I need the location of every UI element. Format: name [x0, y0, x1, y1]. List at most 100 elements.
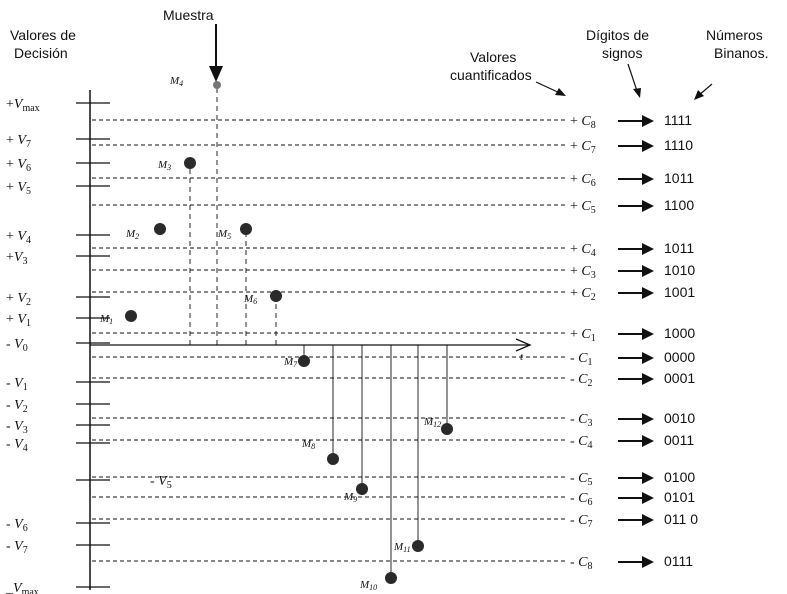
sample-label: M8 — [301, 438, 315, 451]
sign-arrow-head — [642, 556, 654, 568]
quantized-header-line2: cuantificados — [450, 67, 532, 83]
binary-code: 011 0 — [664, 511, 698, 527]
sample-label: M1 — [99, 313, 113, 326]
decision-label-v4-pos: + V4 — [6, 229, 31, 246]
quantized-label: + C5 — [570, 199, 596, 216]
sample-point — [213, 81, 221, 89]
binary-code: 0001 — [664, 370, 695, 386]
sign-arrow-head — [642, 265, 654, 277]
decision-label-v4-neg: - V4 — [6, 437, 28, 454]
sample-label: M7 — [283, 356, 298, 369]
binary-code: 1011 — [664, 240, 694, 256]
quantized-header-arrow-head — [555, 88, 566, 96]
decision-label-v6-pos: + V6 — [6, 157, 31, 174]
decision-label-v3-neg: - V3 — [6, 419, 28, 436]
quantized-label: - C7 — [570, 513, 593, 530]
sample-label: M9 — [343, 491, 357, 504]
sign-arrow-head — [642, 514, 654, 526]
quantized-label: - C3 — [570, 412, 593, 429]
decision-levels: +Vmax + V7 + V6 + V5 + V4 +V3 + V2 + V1 - V0 - V1… — [5, 97, 172, 594]
decision-label-v3-pos: +V3 — [6, 250, 27, 267]
decision-label-v1-neg: - V1 — [6, 376, 28, 393]
quantized-label: - C6 — [570, 491, 593, 508]
sample-point — [154, 223, 166, 235]
binary-code: 0100 — [664, 469, 695, 485]
decision-label-vmax-neg: _Vmax — [5, 581, 39, 594]
binary-header-line2: Binanos. — [714, 45, 768, 61]
decision-label-v7-neg: - V7 — [6, 539, 28, 556]
sample-label: M4 — [169, 75, 183, 88]
sample-point — [270, 290, 282, 302]
sign-arrow-head — [642, 328, 654, 340]
sample-header: Muestra — [163, 7, 214, 23]
sign-header-line2: signos — [602, 45, 642, 61]
quantized-label: + C6 — [570, 172, 596, 189]
sample-arrow-head — [209, 66, 223, 82]
sample-label: M10 — [359, 579, 377, 592]
binary-code: 1011 — [664, 170, 694, 186]
binary-code: 1001 — [664, 284, 695, 300]
binary-code: 1111 — [664, 112, 692, 128]
sample-label: M6 — [243, 293, 257, 306]
sign-arrow-head — [642, 413, 654, 425]
sign-arrow-head — [642, 140, 654, 152]
sample-point — [240, 223, 252, 235]
quantized-label: + C3 — [570, 264, 596, 281]
sample-point — [298, 355, 310, 367]
sample-label: M3 — [157, 159, 171, 172]
sign-arrow-head — [642, 435, 654, 447]
sign-header-line1: Dígitos de — [586, 27, 649, 43]
sample-point — [441, 423, 453, 435]
binary-code: 0111 — [664, 553, 693, 569]
sample-label: M5 — [217, 228, 231, 241]
sign-arrow-head — [642, 373, 654, 385]
binary-header-arrow-head — [694, 90, 704, 100]
binary-code: 0010 — [664, 410, 695, 426]
sign-header-arrow-head — [633, 88, 641, 98]
sign-arrow-head — [642, 287, 654, 299]
decision-label-v2-pos: + V2 — [6, 291, 31, 308]
sign-arrow-head — [642, 492, 654, 504]
sample-point — [385, 572, 397, 584]
binary-code: 0000 — [664, 349, 695, 365]
quantized-label: - C5 — [570, 471, 593, 488]
samples: M1 M2 M3 M4 M5 M6 M7 M8 M9 M10 M11 M12 — [99, 75, 453, 592]
sample-point — [184, 157, 196, 169]
quantized-label: - C8 — [570, 555, 593, 572]
decision-label-v0-neg: - V0 — [6, 337, 28, 354]
sample-point — [125, 310, 137, 322]
binary-code: 1110 — [664, 137, 693, 153]
sample-label: M2 — [125, 228, 139, 241]
sign-arrow-head — [642, 200, 654, 212]
quantized-label: + C7 — [570, 139, 596, 156]
decision-label-v5-neg: - V5 — [150, 474, 172, 491]
sample-point — [412, 540, 424, 552]
binary-code: 0101 — [664, 489, 695, 505]
decision-label-v6-neg: - V6 — [6, 517, 28, 534]
quantized-label: - C2 — [570, 372, 593, 389]
decision-label-vmax-pos: +Vmax — [6, 97, 40, 114]
quantized-header-line1: Valores — [470, 49, 516, 65]
decision-label-v7-pos: + V7 — [6, 133, 31, 150]
decision-header-line2: Decisión — [14, 45, 68, 61]
binary-code: 0011 — [664, 432, 694, 448]
sample-point — [327, 453, 339, 465]
decision-label-v2-neg: - V2 — [6, 398, 28, 415]
sign-arrow-head — [642, 115, 654, 127]
sample-point — [356, 483, 368, 495]
binary-code: 1000 — [664, 325, 695, 341]
sign-arrow-head — [642, 352, 654, 364]
time-axis-arrow — [515, 338, 532, 352]
sample-label: M12 — [423, 416, 441, 429]
sign-arrow-head — [642, 472, 654, 484]
binary-code: 1100 — [664, 197, 694, 213]
binary-code: 1010 — [664, 262, 695, 278]
sign-arrow-head — [642, 243, 654, 255]
quantized-label: + C8 — [570, 114, 596, 131]
quantized-label: + C4 — [570, 242, 596, 259]
quantized-levels: + C8 1111 + C7 1110 + C6 1011 + C5 1100 + C4 1011… — [92, 112, 698, 572]
quantized-label: - C4 — [570, 434, 593, 451]
binary-header-line1: Números — [706, 27, 763, 43]
quantized-label: + C2 — [570, 286, 596, 303]
